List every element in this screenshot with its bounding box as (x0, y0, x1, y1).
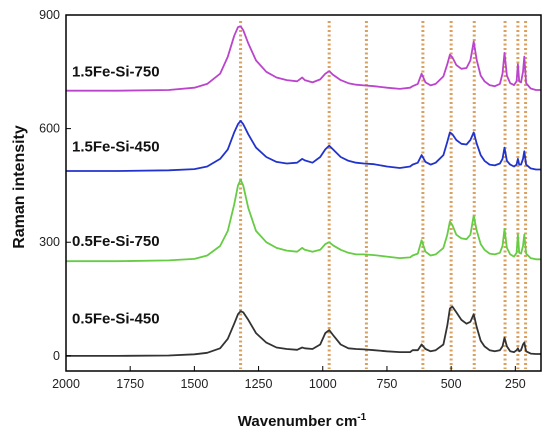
series-label: 0.5Fe-Si-750 (72, 233, 160, 250)
y-axis-title: Raman intensity (11, 125, 28, 249)
y-tick-label: 300 (39, 235, 60, 249)
series-lines (66, 25, 541, 357)
plot-frame (65, 14, 542, 372)
x-tick-label: 1750 (116, 377, 144, 391)
x-tick-label: 1500 (180, 377, 208, 391)
y-tick-label: 900 (39, 8, 60, 22)
x-tick-label: 750 (377, 377, 398, 391)
reference-lines (239, 21, 528, 369)
x-tick-label: 2000 (52, 377, 80, 391)
y-tick-label: 0 (53, 349, 60, 363)
series-label: 1.5Fe-Si-450 (72, 138, 160, 155)
series-line (66, 120, 541, 172)
y-axis-ticks: 0 300 600 900 (39, 8, 71, 363)
series-label: 0.5Fe-Si-450 (72, 311, 160, 328)
series-label: 1.5Fe-Si-750 (72, 63, 160, 80)
x-axis-title-exponent: -1 (357, 412, 366, 423)
series-line (66, 305, 541, 357)
x-axis-ticks: 2000 1750 1500 1250 1000 750 500 250 (52, 366, 526, 391)
x-tick-label: 1250 (245, 377, 273, 391)
x-tick-label: 1000 (309, 377, 337, 391)
x-axis-title: Wavenumber cm-1 (238, 412, 367, 430)
x-axis-title-text: Wavenumber cm (238, 413, 357, 430)
series-line (66, 25, 541, 92)
series-line (66, 178, 541, 263)
series-labels: 0.5Fe-Si-450 0.5Fe-Si-750 1.5Fe-Si-450 1.5F… (72, 63, 160, 327)
x-tick-label: 500 (441, 377, 462, 391)
x-tick-label: 250 (505, 377, 526, 391)
y-tick-label: 600 (39, 122, 60, 136)
